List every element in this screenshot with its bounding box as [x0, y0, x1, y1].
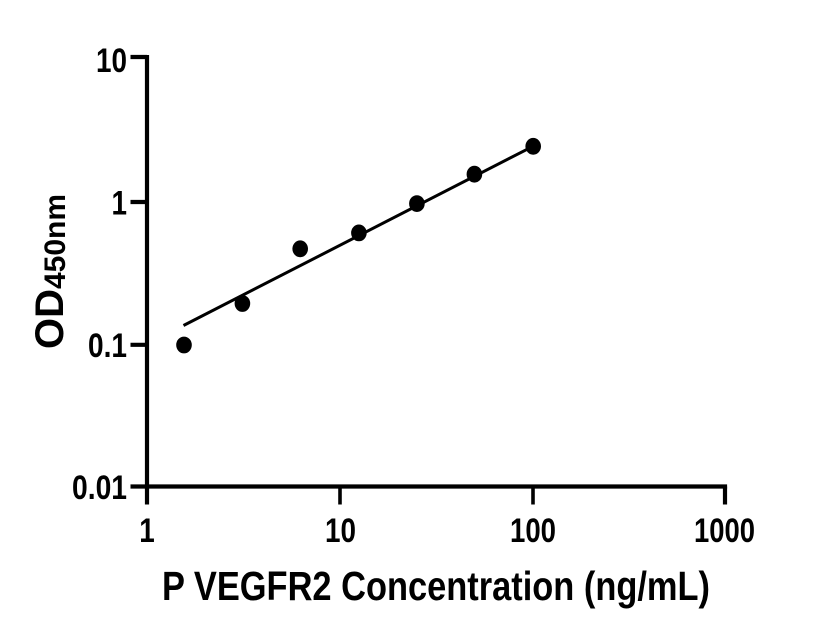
svg-text:10: 10 [325, 512, 356, 550]
svg-text:10: 10 [96, 42, 127, 80]
svg-text:0.1: 0.1 [88, 327, 127, 365]
svg-text:0.01: 0.01 [72, 469, 127, 507]
svg-text:1: 1 [112, 184, 128, 222]
svg-text:1000: 1000 [694, 512, 755, 550]
svg-text:100: 100 [510, 512, 556, 550]
svg-text:P VEGFR2 Concentration (ng/mL): P VEGFR2 Concentration (ng/mL) [162, 563, 710, 609]
svg-text:1: 1 [139, 512, 155, 550]
